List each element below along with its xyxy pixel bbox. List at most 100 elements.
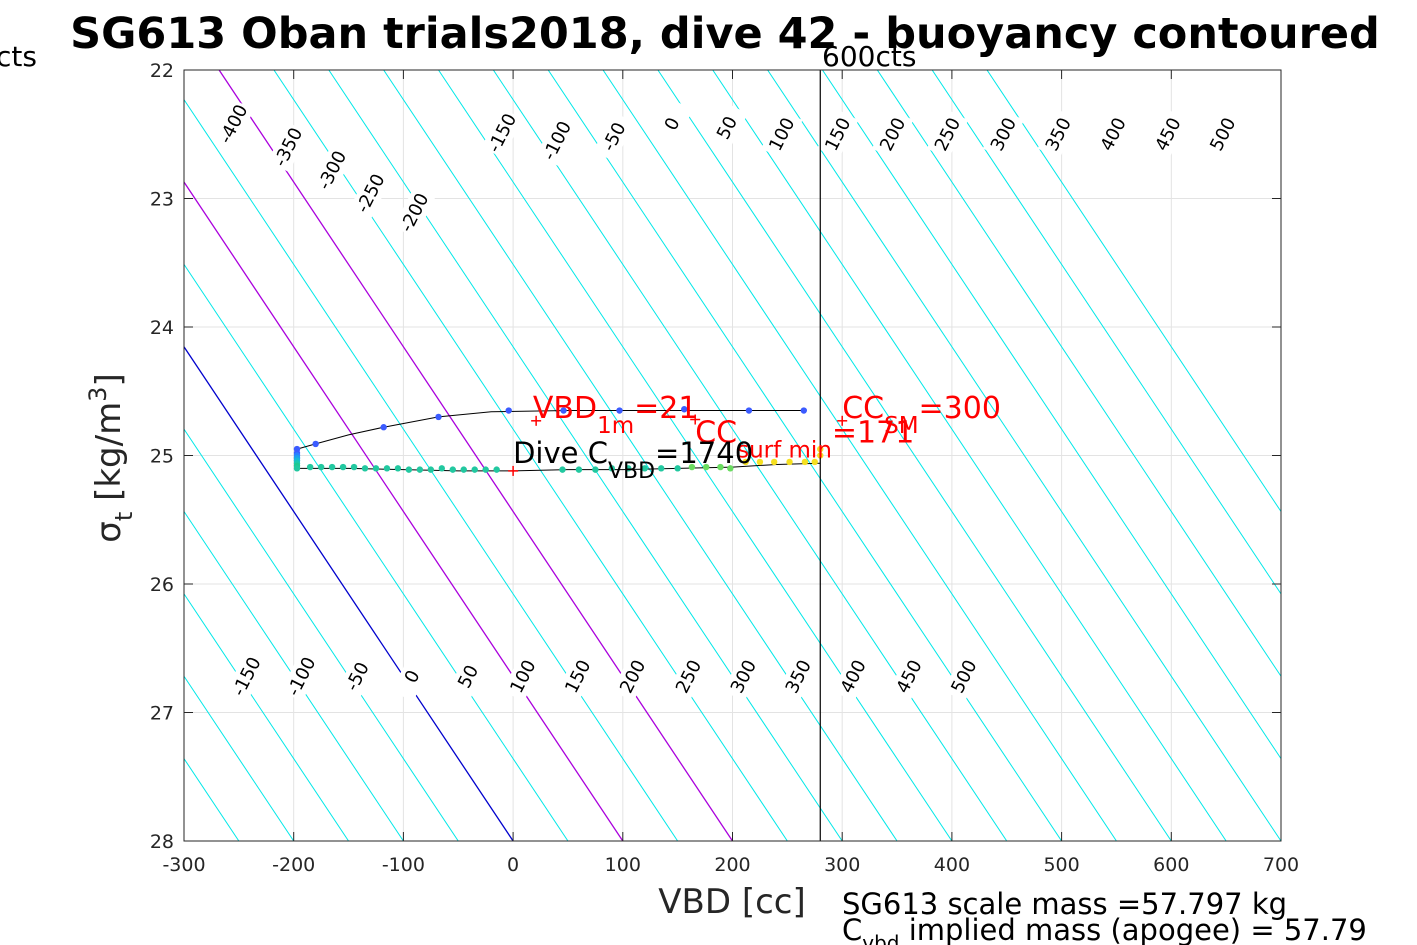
contour-line xyxy=(931,70,1281,595)
descent-point xyxy=(293,465,301,472)
descent-point xyxy=(350,463,358,471)
contour-label-bg xyxy=(1147,109,1189,160)
contour-label-bg xyxy=(267,122,309,173)
descent-point xyxy=(339,463,347,471)
contour-label-bg xyxy=(481,107,523,159)
descent-point xyxy=(372,465,380,472)
data-series xyxy=(293,406,824,473)
implied-mass-text: Cvbd implied mass (apogee) = 57.79 xyxy=(842,913,1367,945)
contour-line xyxy=(712,70,1227,841)
contour-line xyxy=(184,263,569,841)
contour-label-bg xyxy=(1092,109,1134,160)
contour-label-bg xyxy=(888,651,930,702)
contour-label-bg xyxy=(1037,109,1079,160)
contour-label-bg xyxy=(761,109,803,160)
x-tick-label: 400 xyxy=(934,854,970,876)
descent-point xyxy=(625,465,632,472)
left-line-label: cts xyxy=(0,40,37,73)
contour-line xyxy=(184,180,624,841)
surface-point xyxy=(742,458,749,466)
contour-label-bg xyxy=(311,145,353,196)
descent-point xyxy=(471,466,478,473)
ascent-point xyxy=(560,407,567,414)
contour-line xyxy=(438,70,953,841)
descent-point xyxy=(482,466,489,473)
cc-surf-min-annotation: CCsurf min=171 xyxy=(695,416,914,464)
contour-line xyxy=(184,428,459,841)
contour-label-bg xyxy=(926,109,969,160)
ascent-point xyxy=(293,445,301,453)
contour-label-bg xyxy=(336,651,379,702)
y-tick-label: 27 xyxy=(150,703,174,725)
descent-point xyxy=(416,466,424,473)
contour-label-bg xyxy=(225,651,268,702)
ascent-curve xyxy=(296,410,804,450)
contour-label-bg xyxy=(393,187,436,238)
contour-line xyxy=(767,70,1281,841)
cc-sm-annotation: CCSM=300 xyxy=(842,391,1001,439)
contour-label-bg xyxy=(871,109,914,160)
x-tick-label: 600 xyxy=(1153,854,1189,876)
surface-point xyxy=(786,458,793,466)
y-tick-label: 26 xyxy=(150,574,174,596)
ascent-point xyxy=(435,413,442,421)
contour-label-bg xyxy=(447,651,489,702)
y-tick-label: 24 xyxy=(150,317,174,339)
descent-point xyxy=(641,465,648,472)
surface-point xyxy=(756,458,764,466)
contour-label-bg xyxy=(611,651,654,702)
descent-point xyxy=(702,463,710,471)
descent-point xyxy=(394,465,402,472)
vbd-1m-annotation: VBD1m=21 xyxy=(533,391,698,439)
contour-line xyxy=(657,70,1172,841)
surface-point xyxy=(801,458,809,466)
axis-ticks: -300 -200 -100 0 100 200 300 400 500 600 700 22 23 24… xyxy=(150,60,1299,876)
y-axis-label: σt [kg/m3] xyxy=(84,373,138,542)
contour-line xyxy=(0,70,74,841)
contour-line xyxy=(218,70,734,841)
descent-point xyxy=(674,465,681,472)
descent-point xyxy=(328,463,336,471)
contour-label-bg xyxy=(982,109,1025,160)
contour-label-bg xyxy=(349,168,392,219)
descent-point xyxy=(559,466,566,473)
x-tick-label: 300 xyxy=(824,854,860,876)
contour-label-bg xyxy=(706,102,748,153)
descent-point xyxy=(405,466,413,473)
contour-line xyxy=(0,70,19,841)
descent-point xyxy=(361,465,369,472)
contour-label-bg xyxy=(391,651,433,702)
scale-mass-text: SG613 scale mass =57.797 kg xyxy=(842,887,1287,921)
contour-line xyxy=(602,70,1117,841)
contour-label-bg xyxy=(212,98,255,150)
surface-point xyxy=(770,458,778,466)
vertical-line-label: 600cts xyxy=(822,40,916,73)
descent-point xyxy=(438,465,445,472)
x-tick-label: 700 xyxy=(1263,854,1299,876)
ascent-point xyxy=(681,406,688,413)
ascent-point xyxy=(380,424,387,431)
ascent-point xyxy=(505,407,512,414)
contour-label-bg xyxy=(1202,109,1244,160)
contour-label-bg xyxy=(722,651,765,702)
contour-label-bg xyxy=(777,651,819,702)
contour-label-bg xyxy=(651,98,693,150)
y-tick-label: 28 xyxy=(150,831,174,853)
contour-line xyxy=(822,70,1281,760)
ascent-point xyxy=(745,407,753,414)
chart-title: SG613 Oban trials2018, dive 42 - buoyanc… xyxy=(70,9,1380,59)
x-tick-label: 0 xyxy=(507,854,519,876)
contour-line xyxy=(986,70,1281,513)
descent-point xyxy=(306,463,314,471)
contour-label-bg xyxy=(817,109,859,160)
contour-line xyxy=(876,70,1281,678)
ascent-point xyxy=(312,440,319,448)
contour-line xyxy=(184,345,514,841)
x-tick-label: 500 xyxy=(1043,854,1079,876)
contour-label-bg xyxy=(943,651,985,702)
descent-point xyxy=(383,465,391,472)
descent-point xyxy=(575,466,583,473)
contour-label-bg xyxy=(536,115,578,166)
descent-point xyxy=(449,466,456,473)
contour-label-bg xyxy=(280,651,323,702)
